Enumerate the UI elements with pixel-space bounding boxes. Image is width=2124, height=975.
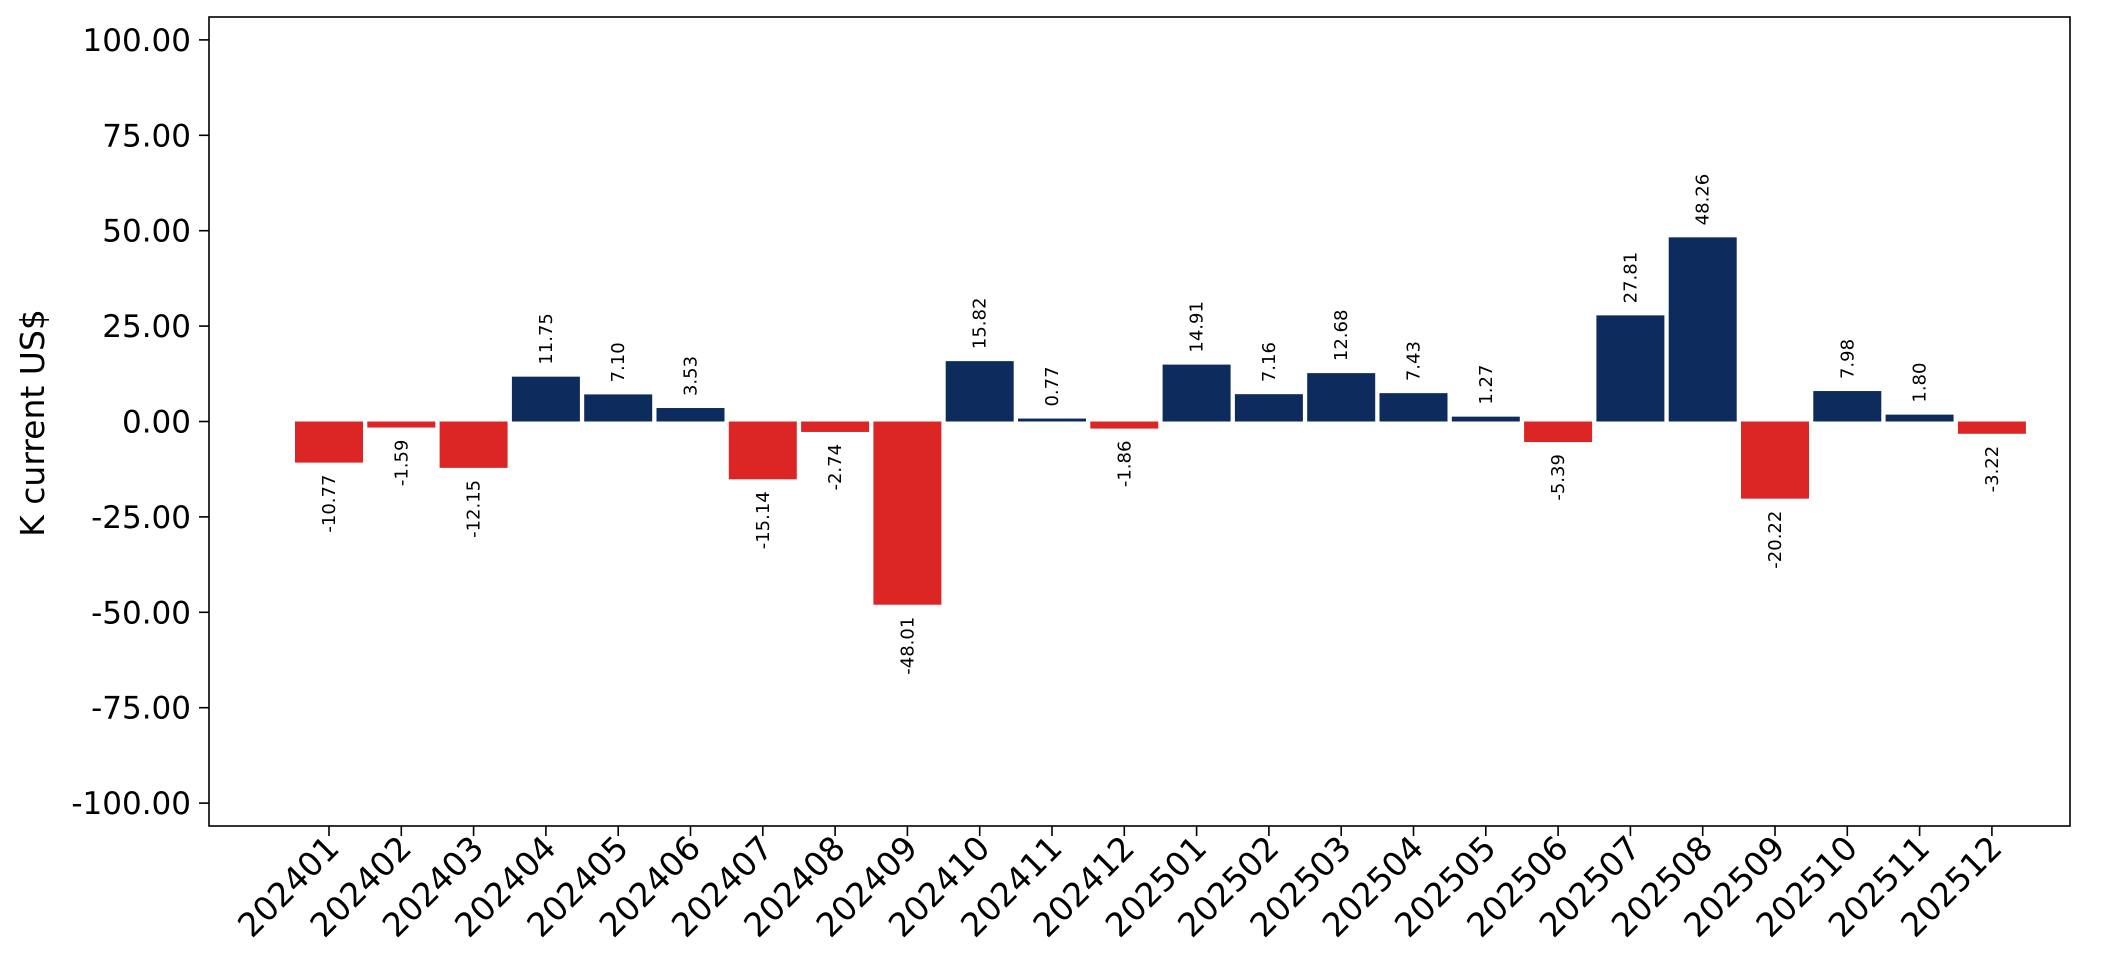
bar-202411 <box>1018 418 1086 422</box>
bar-202505 <box>1451 416 1520 422</box>
y-tick-label: 100.00 <box>83 23 191 59</box>
value-label-202511: 1.80 <box>1910 363 1931 403</box>
bar-202507 <box>1596 315 1665 422</box>
y-tick-label: -75.00 <box>91 691 191 727</box>
bar-202509 <box>1741 421 1809 499</box>
value-label-202405: 7.10 <box>608 342 629 382</box>
y-axis: -100.00 -75.00 -50.00 -25.00 0.00 25.00 50.00 7… <box>71 23 209 822</box>
y-tick-label: 50.00 <box>102 214 191 250</box>
y-tick-label: -100.00 <box>71 786 191 822</box>
value-label-202504: 7.43 <box>1404 341 1425 381</box>
value-label-202506: -5.39 <box>1548 454 1569 501</box>
bar-202408 <box>801 421 870 432</box>
bar-202508 <box>1668 237 1737 422</box>
value-label-202512: -3.22 <box>1982 446 2003 493</box>
bar-202409 <box>873 421 942 605</box>
value-label-202502: 7.16 <box>1259 342 1280 382</box>
value-label-202507: 27.81 <box>1620 252 1641 304</box>
value-label-202403: -12.15 <box>464 480 485 538</box>
bar-202404 <box>511 376 580 422</box>
value-label-202510: 7.98 <box>1837 339 1858 379</box>
value-label-202404: 11.75 <box>536 313 557 365</box>
y-tick-label: -50.00 <box>91 595 191 631</box>
bar-202405 <box>584 394 653 422</box>
value-label-202406: 3.53 <box>681 356 702 396</box>
bar-202510 <box>1813 391 1882 422</box>
y-axis-label: K current US$ <box>13 309 52 537</box>
bar-202511 <box>1885 414 1954 422</box>
value-label-202402: -1.59 <box>391 440 412 487</box>
bar-202504 <box>1379 393 1448 422</box>
bar-202412 <box>1090 421 1159 429</box>
bar-202406 <box>656 408 725 422</box>
value-label-202407: -15.14 <box>753 491 774 549</box>
value-label-202410: 15.82 <box>970 298 991 350</box>
value-label-202409: -48.01 <box>897 617 918 675</box>
y-tick-label: 75.00 <box>102 118 191 154</box>
bar-202402 <box>367 421 436 428</box>
value-label-202503: 12.68 <box>1331 310 1352 362</box>
value-labels-group: -10.77 -1.59 -12.15 11.75 7.10 3.53 -15.14 -2.7… <box>319 174 2003 675</box>
value-label-202509: -20.22 <box>1765 511 1786 569</box>
bar-202512 <box>1957 421 2026 434</box>
bar-202502 <box>1234 394 1303 422</box>
x-axis: 2024012024022024032024042024052024062024… <box>230 826 2010 945</box>
value-label-202412: -1.86 <box>1114 441 1135 488</box>
bars-group <box>295 237 2026 605</box>
value-label-202501: 14.91 <box>1187 301 1208 353</box>
bar-202506 <box>1524 421 1593 443</box>
value-label-202411: 0.77 <box>1042 366 1063 406</box>
bar-202503 <box>1307 373 1376 422</box>
bar-202410 <box>945 361 1014 422</box>
bar-202501 <box>1162 364 1231 422</box>
bar-202401 <box>295 421 363 463</box>
y-tick-label: -25.00 <box>91 500 191 536</box>
value-label-202505: 1.27 <box>1476 365 1497 405</box>
bar-202407 <box>728 421 797 480</box>
bar-202403 <box>439 421 508 468</box>
y-tick-label: 0.00 <box>122 405 191 441</box>
value-label-202508: 48.26 <box>1693 174 1714 226</box>
value-label-202408: -2.74 <box>825 444 846 491</box>
y-tick-label: 25.00 <box>102 309 191 345</box>
value-label-202401: -10.77 <box>319 475 340 533</box>
